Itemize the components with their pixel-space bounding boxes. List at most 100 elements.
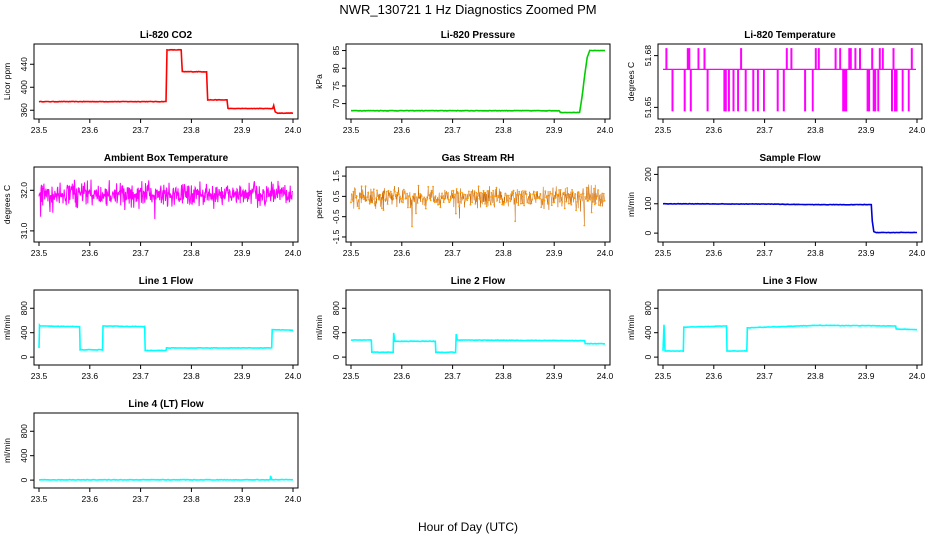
data-point bbox=[386, 203, 389, 205]
data-point bbox=[421, 200, 424, 203]
data-point bbox=[582, 192, 585, 195]
x-tick-label: 23.6 bbox=[82, 248, 99, 258]
data-point bbox=[535, 191, 538, 194]
data-point bbox=[356, 205, 359, 208]
data-point bbox=[577, 191, 580, 193]
x-tick-label: 23.7 bbox=[444, 248, 461, 258]
data-point bbox=[585, 186, 588, 189]
series-line bbox=[662, 324, 918, 353]
data-point bbox=[564, 196, 567, 198]
data-point bbox=[510, 193, 512, 196]
data-point bbox=[441, 192, 443, 195]
plot-frame bbox=[33, 166, 299, 243]
data-point bbox=[435, 198, 438, 201]
x-tick-label: 23.6 bbox=[706, 125, 723, 135]
data-point bbox=[459, 201, 461, 203]
figure-title: NWR_130721 1 Hz Diagnostics Zoomed PM bbox=[339, 2, 596, 17]
data-point bbox=[528, 202, 530, 205]
data-point bbox=[410, 204, 412, 207]
data-point bbox=[497, 194, 499, 197]
data-point bbox=[430, 189, 433, 192]
data-point bbox=[572, 191, 574, 194]
data-point bbox=[556, 195, 559, 198]
y-axis-label: ml/min bbox=[2, 315, 12, 340]
data-point bbox=[495, 186, 498, 189]
data-point bbox=[525, 193, 528, 196]
data-point bbox=[600, 196, 603, 199]
data-point bbox=[465, 198, 468, 200]
data-point bbox=[389, 190, 392, 193]
data-point bbox=[439, 206, 442, 209]
data-point bbox=[490, 191, 493, 194]
data-point bbox=[502, 204, 505, 206]
data-point bbox=[441, 197, 444, 200]
data-point bbox=[593, 187, 595, 190]
data-point bbox=[385, 190, 388, 193]
data-point bbox=[546, 195, 548, 197]
data-point bbox=[589, 194, 591, 197]
x-tick-label: 23.8 bbox=[183, 248, 200, 258]
data-point bbox=[423, 196, 426, 199]
data-point bbox=[559, 200, 561, 203]
data-point bbox=[507, 199, 509, 202]
y-tick-label: 800 bbox=[19, 301, 29, 315]
data-point bbox=[598, 198, 601, 201]
data-point bbox=[589, 198, 592, 201]
data-point bbox=[418, 195, 421, 198]
x-tick-label: 24.0 bbox=[597, 248, 614, 258]
x-tick-label: 23.9 bbox=[234, 371, 251, 381]
data-point bbox=[500, 197, 503, 200]
data-point bbox=[513, 197, 516, 200]
data-point bbox=[351, 198, 354, 201]
data-point bbox=[436, 200, 439, 203]
data-point bbox=[506, 194, 508, 197]
data-point bbox=[350, 193, 353, 196]
series-line bbox=[38, 179, 294, 220]
data-point bbox=[362, 196, 365, 199]
panel-title: Line 2 Flow bbox=[451, 276, 506, 287]
data-point bbox=[382, 209, 385, 212]
data-point bbox=[434, 195, 437, 198]
x-tick-label: 23.7 bbox=[132, 248, 149, 258]
data-point bbox=[455, 212, 457, 215]
plot-frame bbox=[657, 166, 923, 243]
data-point bbox=[437, 198, 440, 201]
plot-frame bbox=[345, 166, 611, 243]
data-point bbox=[485, 200, 487, 203]
data-point bbox=[365, 198, 368, 201]
data-point bbox=[457, 192, 460, 195]
data-point bbox=[446, 192, 448, 195]
y-tick-label: 31.0 bbox=[19, 222, 29, 239]
y-axis-label: Licor ppm bbox=[2, 63, 12, 100]
x-tick-label: 23.6 bbox=[82, 371, 99, 381]
series-line bbox=[38, 475, 294, 481]
data-point bbox=[494, 195, 497, 198]
y-tick-label: 0 bbox=[19, 477, 29, 482]
data-point bbox=[489, 203, 492, 206]
data-point bbox=[451, 192, 454, 195]
data-point bbox=[578, 195, 581, 198]
series-line bbox=[38, 322, 294, 352]
data-point bbox=[453, 196, 456, 198]
y-tick-label: 100 bbox=[643, 196, 653, 210]
data-point bbox=[563, 191, 565, 194]
data-point bbox=[543, 199, 546, 202]
data-point bbox=[522, 191, 525, 194]
x-tick-label: 23.5 bbox=[343, 125, 360, 135]
data-point bbox=[409, 206, 412, 209]
data-point bbox=[579, 198, 582, 201]
data-point bbox=[429, 199, 432, 202]
y-tick-label: 0 bbox=[331, 354, 341, 359]
data-point bbox=[586, 196, 589, 198]
data-point bbox=[530, 202, 533, 205]
data-point bbox=[383, 192, 386, 195]
x-tick-label: 23.9 bbox=[234, 125, 251, 135]
y-axis-label: ml/min bbox=[626, 315, 636, 340]
data-point bbox=[544, 190, 547, 193]
data-point bbox=[496, 199, 499, 202]
panel-title: Line 1 Flow bbox=[139, 276, 194, 287]
data-point bbox=[381, 198, 384, 201]
plot-frame bbox=[657, 289, 923, 366]
data-point bbox=[358, 207, 360, 210]
data-point bbox=[450, 197, 452, 200]
